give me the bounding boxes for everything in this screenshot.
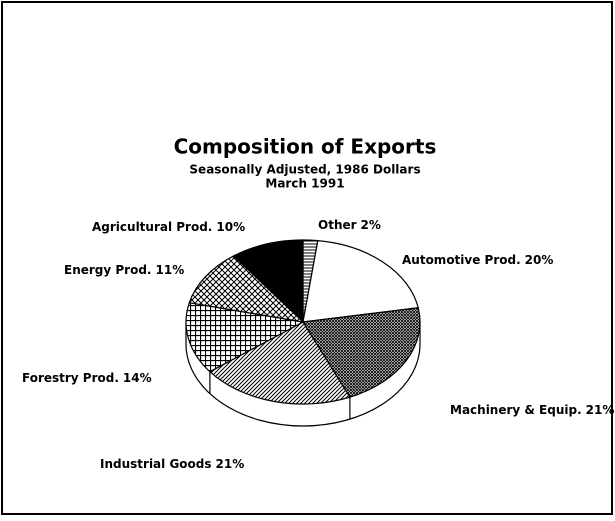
slice-label: Other 2% bbox=[318, 218, 381, 232]
pie-slice bbox=[302, 240, 419, 323]
slice-label: Automotive Prod. 20% bbox=[402, 253, 553, 267]
slice-label: Agricultural Prod. 10% bbox=[92, 220, 245, 234]
value-label: 21% bbox=[216, 457, 245, 471]
category-name: Industrial Goods bbox=[100, 457, 212, 471]
value-label: 2% bbox=[361, 218, 381, 232]
category-name: Other bbox=[318, 218, 357, 232]
slice-label: Industrial Goods 21% bbox=[100, 457, 244, 471]
pie-slice bbox=[301, 307, 421, 398]
value-label: 21% bbox=[586, 403, 615, 417]
value-label: 20% bbox=[525, 253, 554, 267]
category-name: Forestry Prod. bbox=[22, 371, 119, 385]
category-name: Energy Prod. bbox=[64, 263, 152, 277]
category-name: Agricultural Prod. bbox=[92, 220, 212, 234]
slice-label: Forestry Prod. 14% bbox=[22, 371, 152, 385]
value-label: 14% bbox=[123, 371, 152, 385]
chart-subtitle: Seasonally Adjusted, 1986 Dollars bbox=[189, 163, 420, 177]
value-label: 10% bbox=[216, 220, 245, 234]
chart-subtitle: March 1991 bbox=[265, 177, 344, 191]
pie-slice bbox=[208, 321, 351, 405]
category-name: Automotive Prod. bbox=[402, 253, 521, 267]
slice-label: Energy Prod. 11% bbox=[64, 263, 184, 277]
chart-title: Composition of Exports bbox=[174, 135, 437, 159]
value-label: 11% bbox=[156, 263, 185, 277]
pie-slice bbox=[188, 255, 305, 323]
category-name: Machinery & Equip. bbox=[450, 403, 582, 417]
pie-slice bbox=[185, 301, 305, 373]
pie-slice bbox=[232, 239, 304, 324]
slice-label: Machinery & Equip. 21% bbox=[450, 403, 614, 417]
